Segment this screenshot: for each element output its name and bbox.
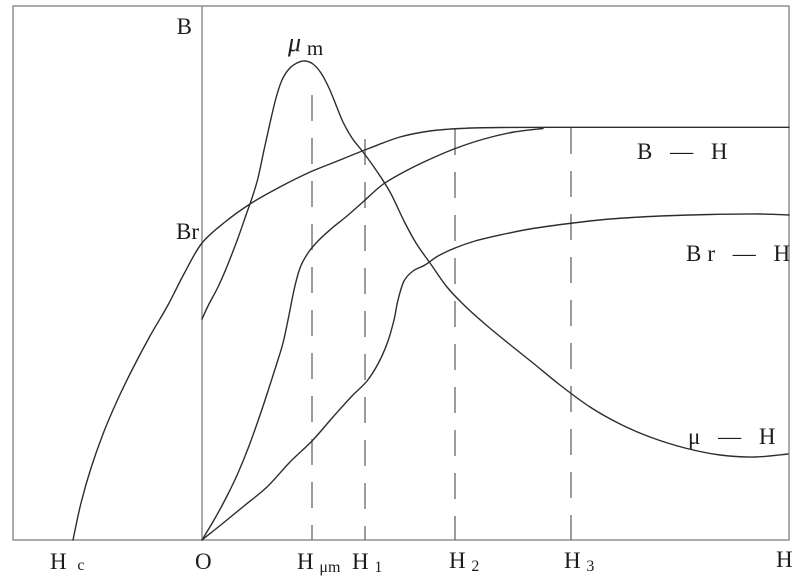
dashed-guide-lines xyxy=(311,95,572,540)
br-axis-label: Br xyxy=(176,219,199,244)
hysteresis-branch-curve xyxy=(72,126,790,541)
plot-border xyxy=(12,5,790,541)
h-mu-m-tick-label: H μm xyxy=(297,549,341,576)
muh-curve-label: μ — H xyxy=(688,424,781,449)
curves xyxy=(72,60,790,541)
mu-max-peak-label: μ m xyxy=(287,28,323,60)
axes-frame xyxy=(12,5,790,541)
remanence-curve xyxy=(201,213,790,541)
origin-label: O xyxy=(195,549,212,574)
h2-tick-label: H 2 xyxy=(449,548,479,575)
hc-tick-label: H c xyxy=(50,549,84,574)
h3-tick-label: H 3 xyxy=(564,548,594,575)
bh-curve-label: B — H xyxy=(637,139,733,164)
h1-tick-label: H 1 xyxy=(352,549,382,576)
h-axis-label: H xyxy=(776,547,793,572)
brh-curve-label: Br — H xyxy=(686,241,796,266)
permeability-curve xyxy=(201,60,789,458)
b-axis-label: B xyxy=(177,14,192,39)
initial-magnetization-curve xyxy=(201,127,544,541)
